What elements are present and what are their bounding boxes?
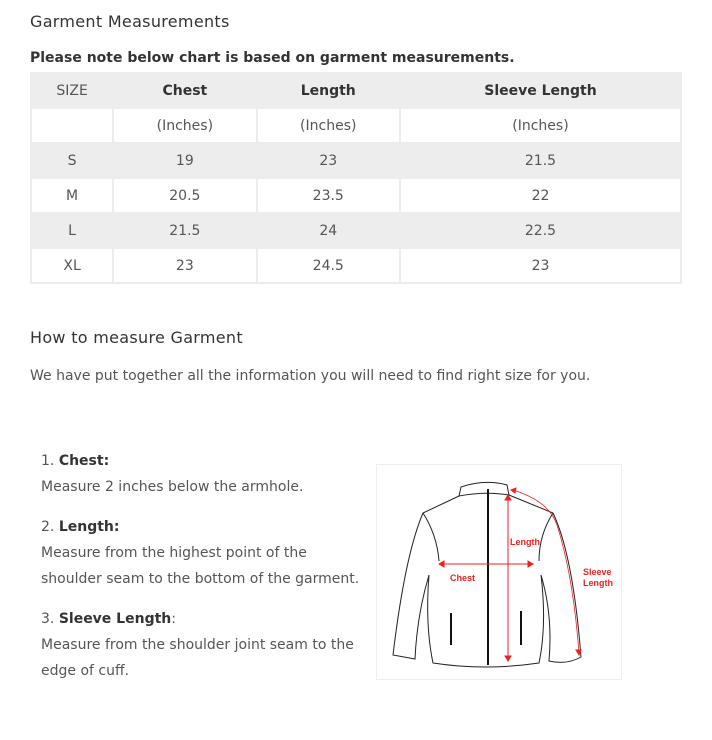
table-row: XL 23 24.5 23 [29,247,683,284]
size-table: SIZE Chest Length Sleeve Length (Inches)… [29,72,683,284]
cell: 19 [112,142,258,179]
jacket-body [392,494,582,668]
step-chest: 1. Chest: Measure 2 inches below the armh… [41,448,361,500]
cell: L [29,212,115,249]
cell: 23 [112,247,258,284]
unit-cell: (Inches) [255,107,401,144]
step-length: 2. Length: Measure from the highest point… [41,514,361,592]
cell: 22 [398,177,683,214]
header-sleeve: Sleeve Length [398,72,683,109]
cell: 24.5 [255,247,401,284]
step-num: 1. [41,453,55,469]
step-suffix: : [171,611,176,627]
step-sleeve: 3. Sleeve Length: Measure from the should… [41,606,361,684]
cell: 21.5 [398,142,683,179]
collar [458,481,510,497]
table-header-row: SIZE Chest Length Sleeve Length [29,72,683,109]
cell: 24 [255,212,401,249]
header-chest: Chest [112,72,258,109]
how-to-intro: We have put together all the information… [30,368,591,384]
header-size: SIZE [29,72,115,109]
unit-cell: (Inches) [112,107,258,144]
cell: 23.5 [255,177,401,214]
page-title: Garment Measurements [30,12,230,31]
sleeve-arrow [512,489,580,654]
chart-note: Please note below chart is based on garm… [30,50,515,66]
step-name: Chest: [58,453,110,469]
table-row: M 20.5 23.5 22 [29,177,683,214]
sleeve-label-2: Length [583,578,613,588]
cell: 23 [255,142,401,179]
header-length: Length [255,72,401,109]
how-to-title: How to measure Garment [30,328,243,347]
cell: 23 [398,247,683,284]
step-desc: Measure from the shoulder joint seam to … [41,637,354,679]
units-row: (Inches) (Inches) (Inches) [29,107,683,144]
steps-list: 1. Chest: Measure 2 inches below the armh… [41,448,361,698]
step-desc: Measure 2 inches below the armhole. [41,479,304,495]
step-num: 2. [41,519,55,535]
table-row: S 19 23 21.5 [29,142,683,179]
cell: XL [29,247,115,284]
jacket-diagram: Chest Length Sleeve Length [376,464,622,680]
cell: 21.5 [112,212,258,249]
step-num: 3. [41,611,55,627]
step-desc: Measure from the highest point of the sh… [41,545,360,587]
unit-cell: (Inches) [398,107,683,144]
cell: S [29,142,115,179]
unit-cell [29,107,115,144]
step-name: Sleeve Length [58,611,172,627]
cell: 20.5 [112,177,258,214]
table-row: L 21.5 24 22.5 [29,212,683,249]
cell: M [29,177,115,214]
cell: 22.5 [398,212,683,249]
measure-arrows [438,487,582,662]
chest-label: Chest [450,573,475,583]
jacket-illustration: Chest Length Sleeve Length [392,481,613,668]
sleeve-label-1: Sleeve [583,567,612,577]
step-name: Length: [58,519,120,535]
length-label: Length [510,537,540,547]
